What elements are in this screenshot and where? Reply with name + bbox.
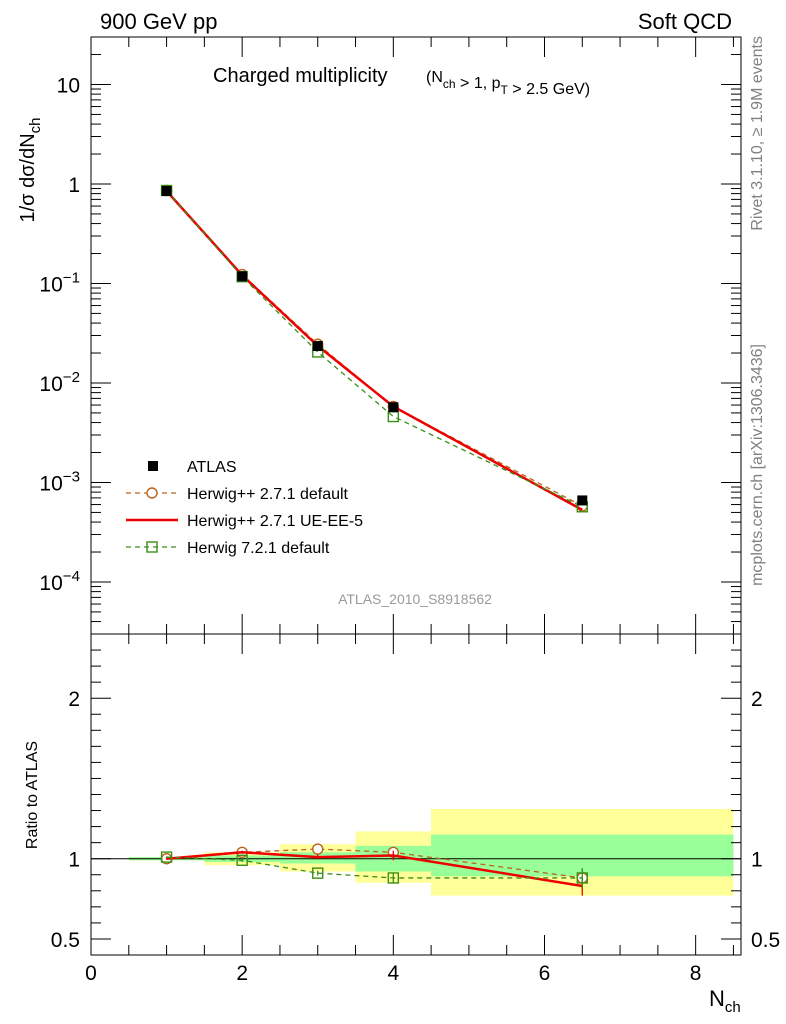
series-marker bbox=[387, 410, 400, 423]
chart-title: Charged multiplicity bbox=[213, 65, 388, 87]
ratio-marker bbox=[387, 872, 400, 884]
header-left: 900 GeV pp bbox=[100, 9, 217, 34]
atlas-data-point bbox=[237, 271, 248, 282]
header-right: Soft QCD bbox=[638, 9, 732, 34]
ratio-y-tick-label: 1 bbox=[68, 849, 80, 872]
main-y-axis-label: 1/σ dσ/dNch bbox=[17, 117, 44, 222]
ratio-marker bbox=[576, 872, 588, 884]
y-tick-label: 10−1 bbox=[39, 269, 80, 296]
y-tick-label: 10−3 bbox=[39, 468, 80, 495]
ratio-y-tick-label: 1 bbox=[751, 849, 763, 872]
y-tick-label: 1 bbox=[68, 174, 80, 197]
x-tick-label: 2 bbox=[236, 962, 248, 985]
mcplots-label: mcplots.cern.ch [arXiv:1306.3436] bbox=[749, 344, 766, 586]
chart-title-cuts: (Nch > 1, pT > 2.5 GeV) bbox=[426, 69, 590, 98]
legend-label: Herwig++ 2.7.1 default bbox=[187, 486, 349, 503]
ratio-y-tick-label: 0.5 bbox=[51, 929, 80, 952]
ratio-marker bbox=[312, 867, 324, 879]
legend: ATLAS Herwig++ 2.7.1 default Herwig++ 2.7.… bbox=[126, 459, 363, 557]
atlas-data-point bbox=[161, 185, 172, 196]
legend-marker bbox=[146, 487, 158, 499]
atlas-data-point bbox=[577, 495, 588, 506]
chart-title-main: Charged multiplicity bbox=[213, 65, 388, 87]
ratio-panel: 2 21 10.5 0.50 2 4 6 8 Ratio to ATLAS Nch bbox=[24, 633, 780, 1016]
ratio-series-line bbox=[166, 848, 583, 879]
legend-marker bbox=[146, 541, 158, 553]
ratio-y-tick-label: 2 bbox=[751, 688, 763, 711]
analysis-watermark: ATLAS_2010_S8918562 bbox=[338, 591, 492, 607]
legend-label: Herwig++ 2.7.1 UE-EE-5 bbox=[187, 513, 363, 530]
legend-label: ATLAS bbox=[187, 459, 237, 476]
legend-marker bbox=[148, 461, 158, 471]
x-axis-label: Nch bbox=[709, 986, 741, 1016]
rivet-label: Rivet 3.1.10, ≥ 1.9M events bbox=[749, 36, 766, 231]
ratio-y-tick-label: 2 bbox=[68, 688, 80, 711]
atlas-data-point bbox=[312, 341, 323, 352]
x-tick-label: 4 bbox=[387, 962, 399, 985]
legend-label: Herwig 7.2.1 default bbox=[187, 540, 330, 557]
y-tick-label: 10 bbox=[57, 74, 80, 97]
series-line bbox=[166, 190, 583, 508]
ratio-marker bbox=[312, 843, 324, 855]
x-tick-label: 8 bbox=[690, 962, 702, 985]
y-tick-label: 10−4 bbox=[39, 568, 80, 595]
x-tick-label: 6 bbox=[539, 962, 551, 985]
ratio-y-axis-label: Ratio to ATLAS bbox=[24, 741, 41, 849]
ratio-series-line bbox=[166, 856, 583, 879]
x-tick-label: 0 bbox=[85, 962, 97, 985]
y-tick-label: 10−2 bbox=[39, 369, 80, 396]
ratio-y-tick-label: 0.5 bbox=[751, 929, 780, 952]
ratio-marker bbox=[160, 851, 173, 863]
ratio-marker bbox=[236, 854, 248, 867]
main-panel: 10 1 10−1 10−2 10−3 10−4 Charged multiplicity… bbox=[17, 36, 742, 635]
ratio-plot-frame bbox=[90, 633, 742, 956]
atlas-data-point bbox=[388, 402, 399, 413]
